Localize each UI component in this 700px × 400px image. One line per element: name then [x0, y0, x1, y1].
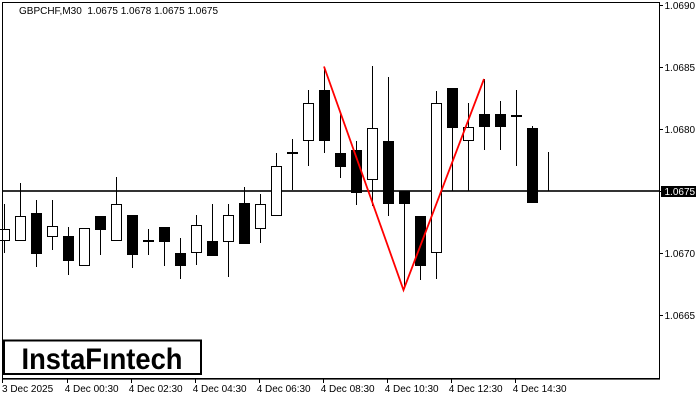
svg-text:4 Dec 00:30: 4 Dec 00:30 — [65, 384, 119, 395]
svg-text:4 Dec 14:30: 4 Dec 14:30 — [513, 384, 567, 395]
svg-text:4 Dec 10:30: 4 Dec 10:30 — [385, 384, 439, 395]
svg-text:4 Dec 06:30: 4 Dec 06:30 — [257, 384, 311, 395]
svg-text:1.0680: 1.0680 — [665, 125, 696, 136]
svg-text:1.0675: 1.0675 — [665, 187, 696, 198]
svg-text:4 Dec 02:30: 4 Dec 02:30 — [129, 384, 183, 395]
svg-text:1.0665: 1.0665 — [665, 311, 696, 322]
svg-text:4 Dec 08:30: 4 Dec 08:30 — [321, 384, 375, 395]
svg-text:1.0670: 1.0670 — [665, 249, 696, 260]
svg-text:1.0685: 1.0685 — [665, 63, 696, 74]
svg-text:GBPCHF,M30 1.0675 1.0678 1.06: GBPCHF,M30 1.0675 1.0678 1.0675 1.0675 — [19, 6, 218, 17]
svg-text:1.0690: 1.0690 — [665, 1, 696, 12]
svg-text:4 Dec 04:30: 4 Dec 04:30 — [193, 384, 247, 395]
svg-text:3 Dec 2025: 3 Dec 2025 — [2, 384, 54, 395]
svg-text:4 Dec 12:30: 4 Dec 12:30 — [449, 384, 503, 395]
svg-text:InstaFıntech: InstaFıntech — [22, 343, 183, 376]
